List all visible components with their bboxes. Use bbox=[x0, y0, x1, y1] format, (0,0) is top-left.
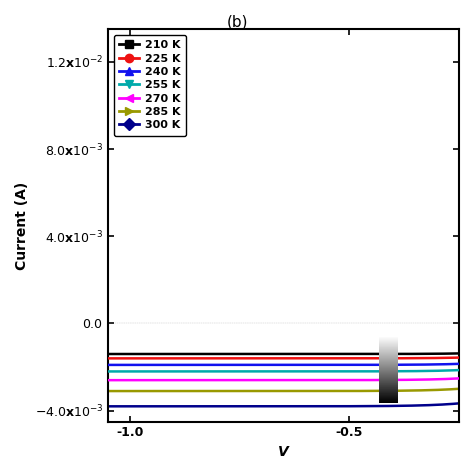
285 K bbox=[105, 388, 111, 394]
Text: (b): (b) bbox=[226, 14, 248, 29]
300 K bbox=[105, 403, 111, 409]
Line: 285 K: 285 K bbox=[108, 389, 459, 391]
255 K bbox=[393, 368, 399, 374]
255 K bbox=[272, 369, 278, 374]
225 K bbox=[314, 356, 320, 361]
270 K bbox=[272, 377, 278, 383]
240 K bbox=[274, 362, 280, 368]
285 K bbox=[448, 386, 454, 392]
Line: 240 K: 240 K bbox=[108, 364, 459, 365]
210 K bbox=[393, 351, 399, 357]
270 K bbox=[274, 377, 280, 383]
Y-axis label: Current (A): Current (A) bbox=[15, 181, 29, 270]
Line: 270 K: 270 K bbox=[108, 378, 459, 380]
Line: 300 K: 300 K bbox=[108, 403, 459, 406]
300 K bbox=[393, 403, 399, 409]
270 K bbox=[393, 377, 399, 383]
285 K bbox=[314, 388, 320, 394]
210 K bbox=[448, 351, 454, 356]
285 K bbox=[272, 388, 278, 394]
210 K bbox=[314, 351, 320, 357]
255 K bbox=[105, 369, 111, 374]
225 K bbox=[393, 356, 399, 361]
225 K bbox=[105, 356, 111, 361]
255 K bbox=[456, 367, 462, 373]
300 K bbox=[272, 403, 278, 409]
240 K bbox=[314, 362, 320, 368]
300 K bbox=[295, 403, 301, 409]
210 K bbox=[274, 351, 280, 357]
300 K bbox=[456, 401, 462, 406]
300 K bbox=[314, 403, 320, 409]
Line: 225 K: 225 K bbox=[108, 357, 459, 358]
210 K bbox=[105, 351, 111, 357]
255 K bbox=[274, 369, 280, 374]
240 K bbox=[272, 362, 278, 368]
225 K bbox=[272, 356, 278, 361]
X-axis label: V: V bbox=[278, 445, 289, 459]
285 K bbox=[393, 388, 399, 393]
255 K bbox=[448, 367, 454, 373]
225 K bbox=[448, 355, 454, 361]
240 K bbox=[295, 362, 301, 368]
210 K bbox=[456, 351, 462, 356]
270 K bbox=[448, 376, 454, 382]
270 K bbox=[105, 377, 111, 383]
270 K bbox=[314, 377, 320, 383]
300 K bbox=[448, 401, 454, 407]
225 K bbox=[295, 356, 301, 361]
285 K bbox=[274, 388, 280, 394]
255 K bbox=[295, 369, 301, 374]
285 K bbox=[456, 386, 462, 392]
225 K bbox=[274, 356, 280, 361]
270 K bbox=[295, 377, 301, 383]
210 K bbox=[295, 351, 301, 357]
240 K bbox=[105, 362, 111, 368]
300 K bbox=[274, 403, 280, 409]
210 K bbox=[272, 351, 278, 357]
270 K bbox=[456, 375, 462, 381]
285 K bbox=[295, 388, 301, 394]
Line: 255 K: 255 K bbox=[108, 370, 459, 372]
Legend: 210 K, 225 K, 240 K, 255 K, 270 K, 285 K, 300 K: 210 K, 225 K, 240 K, 255 K, 270 K, 285 K… bbox=[114, 35, 186, 136]
225 K bbox=[456, 355, 462, 360]
240 K bbox=[448, 361, 454, 367]
240 K bbox=[456, 361, 462, 367]
240 K bbox=[393, 362, 399, 368]
255 K bbox=[314, 369, 320, 374]
